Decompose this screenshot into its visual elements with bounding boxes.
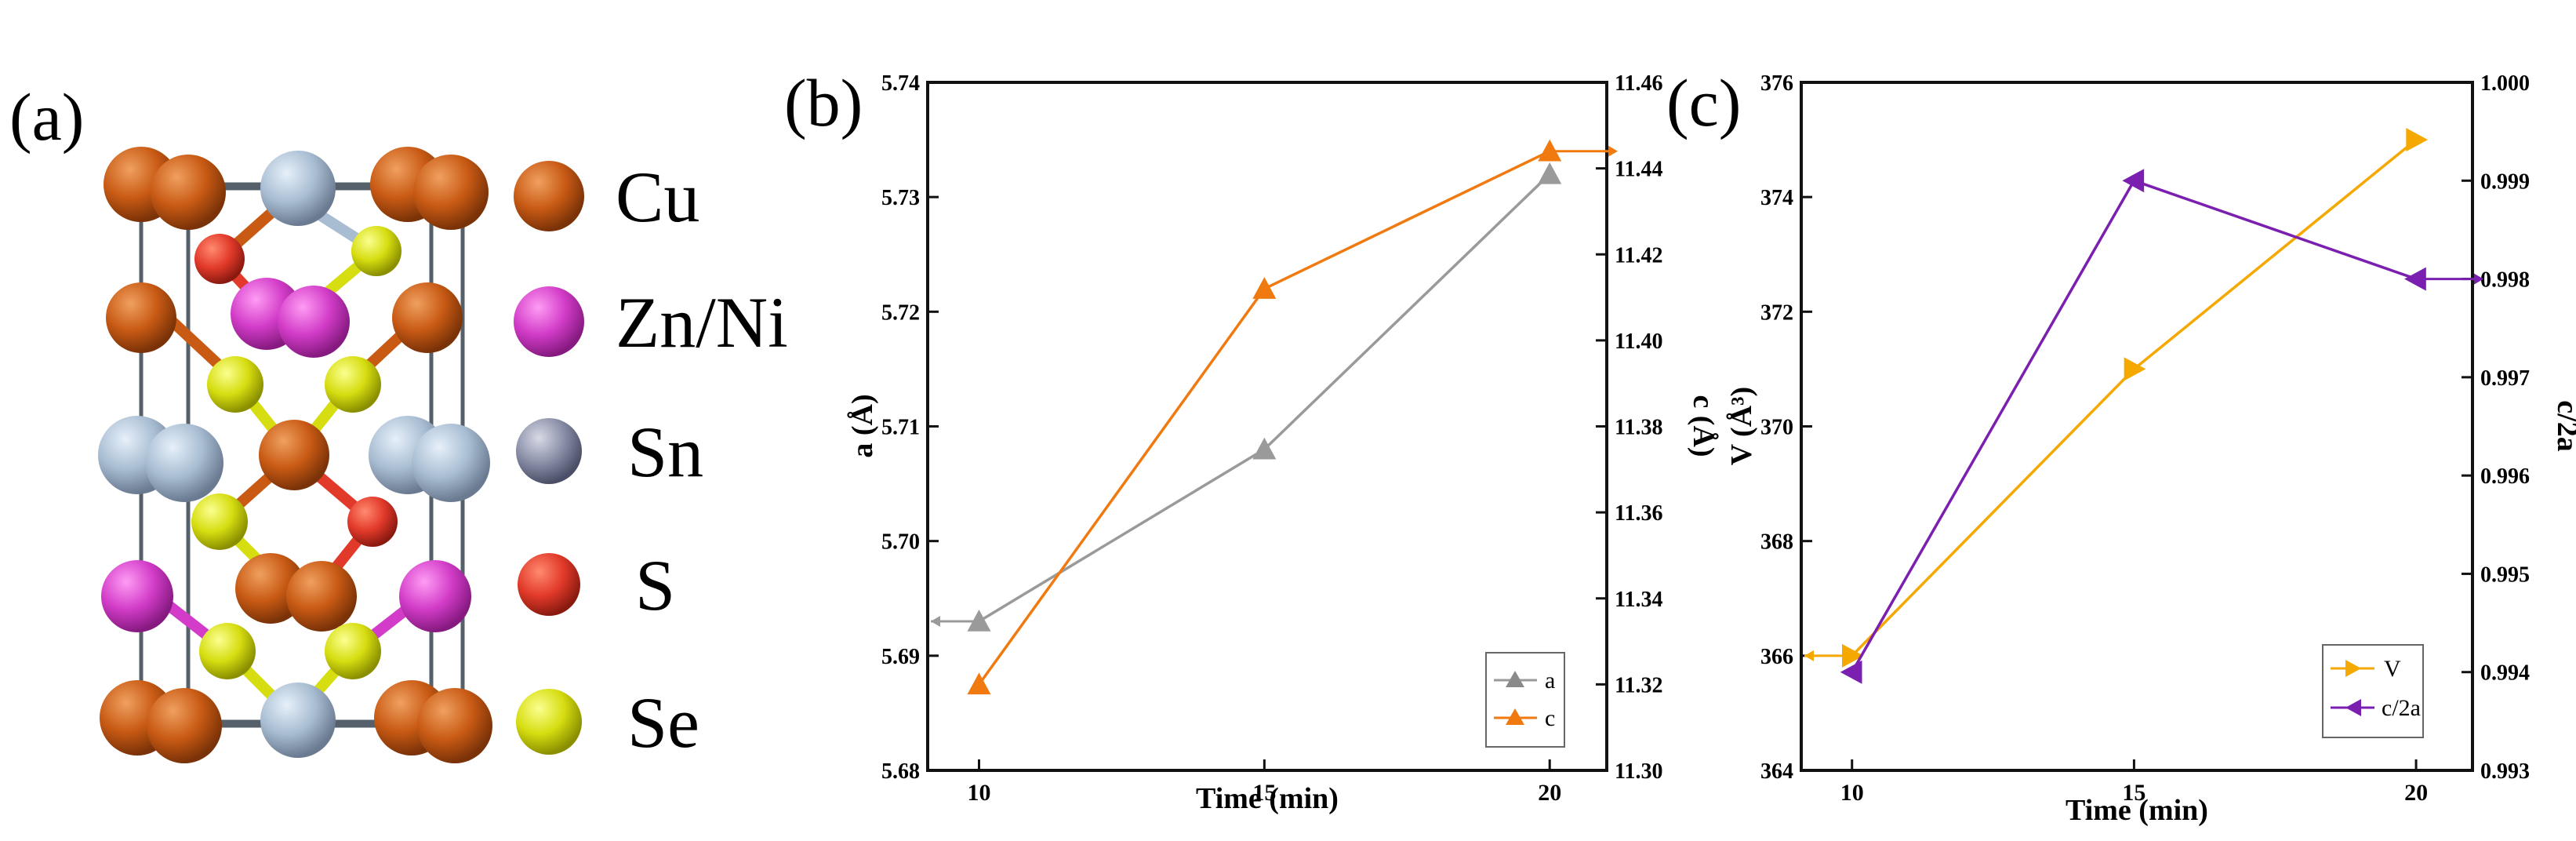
panel-c-y2-tick-label: 0.994 — [2480, 661, 2530, 686]
panel-c-ticks: 10 15 20 364 366 368 370 372 374 376 0.993 0.994 0.9… — [1760, 71, 2530, 806]
panel-c-series-c2a-point-15 — [2122, 169, 2145, 193]
panel-b-y-tick-label: 5.70 — [881, 530, 920, 555]
panel-c-volume-chart: (c) 10 15 20 364 366 368 370 372 374 376 0.993 0.99… — [1666, 65, 2576, 827]
panel-c-series-right-line — [1851, 179, 2417, 673]
atom-legend: Cu Zn/Ni Sn S Se — [514, 157, 788, 763]
panel-c-y2-tick-label: 0.995 — [2480, 562, 2530, 587]
panel-b-series-a-point-15 — [1252, 437, 1277, 460]
panel-c-marks — [1804, 128, 2483, 684]
legend-a-label: a — [1545, 668, 1555, 694]
panel-b-y2-tick-label: 11.36 — [1615, 501, 1662, 526]
legend-atom-s-icon — [518, 553, 580, 616]
legend-atom-cu-icon — [514, 161, 584, 231]
panel-c-y-tick-label: 366 — [1760, 645, 1793, 669]
panel-a-label: (a) — [9, 79, 84, 155]
panel-c-y2-tick-label: 0.993 — [2480, 759, 2530, 784]
panel-c-y-tick-label: 372 — [1760, 300, 1793, 325]
legend-v-label: V — [2384, 656, 2401, 682]
panel-c-y2-tick-label: 0.996 — [2480, 464, 2530, 489]
panel-b-x-tick-label: 15 — [1252, 780, 1276, 806]
panel-c-x-axis-label: Time (min) — [2066, 794, 2208, 827]
panel-b-series-c-point-10 — [967, 672, 991, 695]
crystal-structure-image — [98, 147, 492, 763]
panel-b-series-right-line — [978, 150, 1550, 686]
panel-b-x-axis-label: Time (min) — [1196, 782, 1339, 815]
panel-c-legend-box — [2322, 644, 2424, 738]
panel-c-y2-tick-label: 0.997 — [2480, 366, 2530, 391]
legend-c-marker — [1506, 708, 1524, 725]
panel-b-ticks: 10 15 20 5.68 5.69 5.70 5.71 5.72 5.73 5.74 11.30 1… — [881, 71, 1662, 806]
panel-b-y2-axis-label: c (Å) — [1687, 395, 1720, 457]
panel-c-left-axis-arrow — [1804, 650, 1814, 661]
legend-atom-s-label: S — [635, 545, 675, 625]
panel-c-y2-axis-label: c/2a — [2551, 400, 2576, 451]
panel-c-x-tick-label: 20 — [2404, 780, 2428, 806]
panel-b-y2-tick-label: 11.34 — [1615, 588, 1662, 612]
legend-c2a-label: c/2a — [2382, 695, 2421, 721]
panel-b-series-c-point-15 — [1252, 277, 1277, 299]
panel-c-series-V-point-10 — [1841, 643, 1864, 668]
legend-atom-zn-ni-label: Zn/Ni — [616, 282, 788, 362]
panel-b-series-left-line — [978, 173, 1551, 623]
legend-atom-zn-ni-icon — [514, 286, 584, 357]
legend-atom-sn-label: Sn — [627, 412, 703, 492]
panel-c-series-V-point-20 — [2406, 128, 2429, 152]
panel-c-series-V-point-15 — [2124, 357, 2146, 381]
panel-b-x-tick-label: 20 — [1538, 780, 1561, 806]
panel-b-y-tick-label: 5.71 — [881, 416, 920, 440]
panel-b-y2-tick-label: 11.44 — [1615, 158, 1662, 182]
panel-c-y-tick-label: 368 — [1760, 530, 1793, 555]
legend-atom-se-icon — [516, 689, 582, 755]
panel-c-y2-tick-label: 0.998 — [2480, 268, 2530, 293]
panel-b-y-tick-label: 5.68 — [881, 759, 920, 784]
panel-b-left-axis-arrow — [931, 615, 940, 627]
panel-c-y-tick-label: 374 — [1760, 186, 1793, 210]
panel-b-series-a-point-10 — [967, 609, 991, 632]
panel-c-series-c2a-point-10 — [1840, 660, 1862, 684]
panel-b-marks — [931, 139, 1618, 695]
legend-v-marker — [2345, 660, 2361, 677]
legend-atom-sn-icon — [516, 418, 582, 484]
panel-b-y2-tick-label: 11.46 — [1615, 71, 1662, 96]
panel-b-series-a-point-20 — [1538, 162, 1562, 184]
panel-c-right-axis-arrow — [2474, 273, 2483, 285]
panel-b-y-axis-label: a (Å) — [846, 394, 879, 457]
panel-c-series-left-line — [1851, 138, 2418, 657]
panel-a-crystal-structure: (a) — [9, 79, 788, 763]
panel-b-series-c-point-20 — [1538, 139, 1562, 162]
legend-atom-se-label: Se — [627, 683, 699, 763]
panel-c-y-tick-label: 376 — [1760, 71, 1793, 96]
panel-b-x-tick-label: 10 — [967, 780, 990, 806]
panel-c-x-tick-label: 15 — [2122, 780, 2145, 806]
panel-c-y-tick-label: 370 — [1760, 416, 1793, 440]
panel-b-y2-tick-label: 11.32 — [1615, 673, 1662, 697]
panel-b-y2-tick-label: 11.42 — [1615, 243, 1662, 268]
panel-c-y2-tick-label: 0.999 — [2480, 169, 2530, 194]
panel-b-right-axis-arrow — [1608, 145, 1618, 157]
panel-c-y2-tick-label: 1.000 — [2480, 71, 2530, 96]
panel-c-series-c2a-point-20 — [2404, 267, 2426, 291]
panel-c-x-tick-label: 10 — [1840, 780, 1864, 806]
panel-b-y2-tick-label: 11.40 — [1615, 329, 1662, 354]
legend-c-label: c — [1545, 705, 1555, 731]
panel-b-lattice-chart: (b) 10 15 20 5.68 5.69 5.70 5.71 5.72 5.73 5.74 11… — [784, 65, 1720, 815]
panel-b-legend-box — [1485, 652, 1565, 748]
panel-c-y-axis-label: V (Å³) — [1725, 387, 1758, 465]
panel-c-label: (c) — [1666, 65, 1741, 140]
panel-b-y2-tick-label: 11.38 — [1615, 416, 1662, 440]
panel-b-y-tick-label: 5.69 — [881, 645, 920, 669]
panel-b-y2-tick-label: 11.30 — [1615, 759, 1662, 784]
panel-b-y-tick-label: 5.72 — [881, 300, 920, 325]
panel-b-legend: a c — [1485, 652, 1565, 748]
panel-c-y-tick-label: 364 — [1760, 759, 1793, 784]
panel-b-y-tick-label: 5.73 — [881, 186, 920, 210]
legend-a-marker — [1506, 671, 1524, 687]
panel-b-label: (b) — [784, 65, 863, 140]
legend-atom-cu-label: Cu — [616, 157, 699, 237]
panel-c-legend: V c/2a — [2322, 644, 2424, 738]
legend-c2a-marker — [2345, 699, 2361, 716]
panel-b-y-tick-label: 5.74 — [881, 71, 920, 96]
